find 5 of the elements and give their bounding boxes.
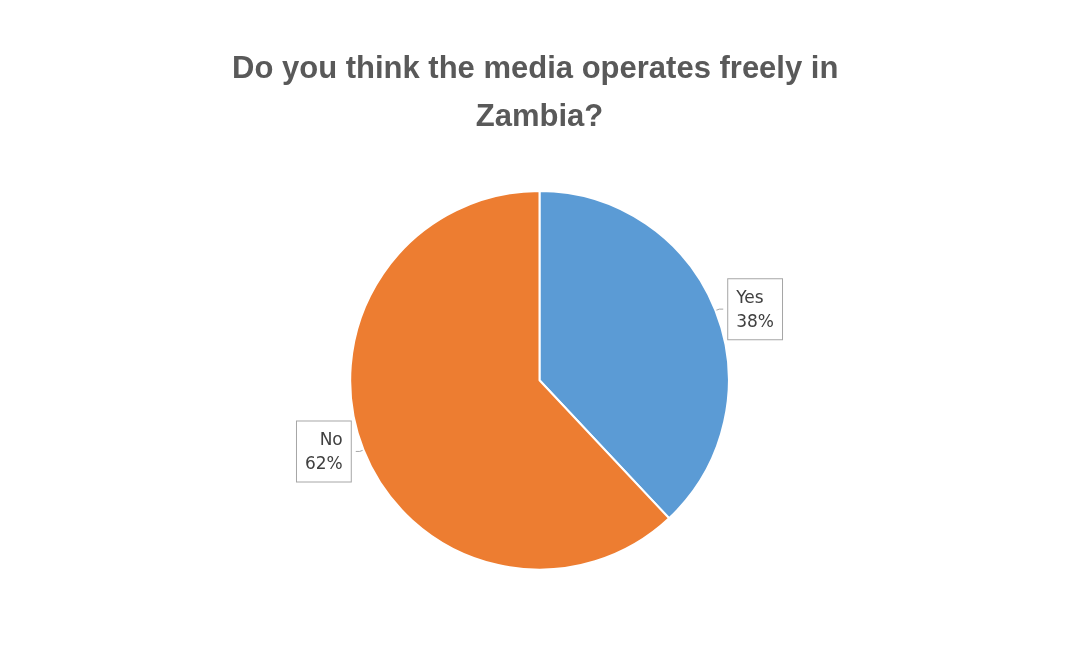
- slice-label: No: [319, 429, 343, 450]
- chart-title: Do you think the media operates freely in Zambia?: [232, 49, 847, 133]
- data-label: 62%: [304, 453, 343, 474]
- slice-label: Yes: [735, 287, 764, 308]
- data-label: 38%: [736, 311, 775, 332]
